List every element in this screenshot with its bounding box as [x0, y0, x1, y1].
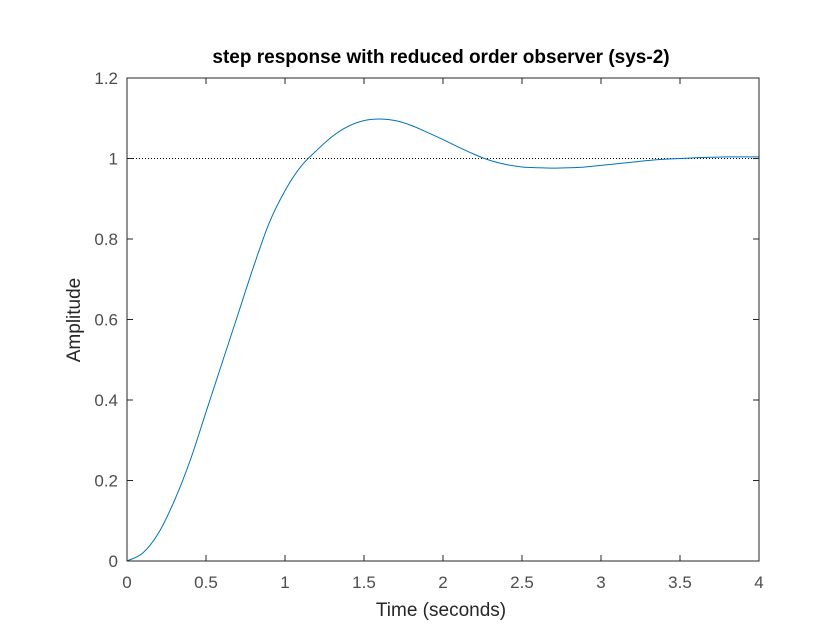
x-tick-label: 0.5: [194, 573, 218, 592]
tick-layer: 0 0.5 1 1.5 2 2.5 3 3.5 4 0 0.2 0.4 0.6 0.8 1 1.2: [94, 69, 763, 592]
y-tick-label: 0.4: [94, 391, 118, 410]
x-tick-label: 2: [438, 573, 447, 592]
y-tick-label: 0.8: [94, 230, 118, 249]
x-tick-label: 2.5: [510, 573, 534, 592]
x-tick-label: 1: [280, 573, 289, 592]
x-axis-label: Time (seconds): [376, 600, 506, 621]
y-axis-label: Amplitude: [64, 278, 85, 363]
x-tick-label: 0: [122, 573, 131, 592]
y-tick-label: 0.2: [94, 472, 118, 491]
x-tick-label: 3: [596, 573, 605, 592]
plot-area: [127, 78, 759, 561]
x-tick-label: 4: [754, 573, 763, 592]
series-layer: [126, 118, 759, 562]
y-tick-label: 1.2: [94, 69, 118, 88]
y-tick-label: 0.6: [94, 311, 118, 330]
x-tick-label: 3.5: [668, 573, 692, 592]
y-tick-label: 1: [109, 150, 118, 169]
step-response-line: [126, 118, 759, 562]
chart-title: step response with reduced order observe…: [212, 47, 669, 68]
x-tick-label: 1.5: [352, 573, 376, 592]
y-tick-label: 0: [109, 552, 118, 571]
